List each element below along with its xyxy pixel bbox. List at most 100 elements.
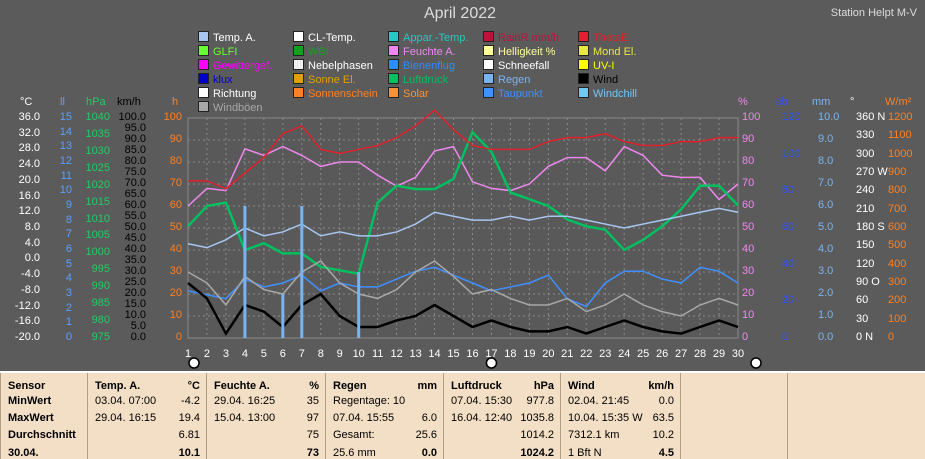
series-line <box>187 266 739 308</box>
pct-tick: 90 <box>742 133 755 145</box>
mm-tick: 1.0 <box>818 309 834 321</box>
legend-swatch <box>198 31 209 42</box>
ll-tick: 13 <box>59 140 72 153</box>
ll-tick: 0 <box>65 331 72 343</box>
x-tick-label: 22 <box>580 348 592 360</box>
pct-tick: 100 <box>742 111 761 123</box>
table-cell: % <box>309 380 319 392</box>
x-tick-label: 29 <box>713 348 725 360</box>
legend-item: Sonnenschein <box>293 87 378 100</box>
deg-tick: 150 <box>856 239 875 252</box>
legend-label: Nebelphasen <box>308 60 373 72</box>
legend-item: Mond El. <box>578 45 636 58</box>
kmh-tick: 65.0 <box>124 188 146 200</box>
table-cell: °C <box>187 380 200 392</box>
hpa-tick: 1025 <box>85 161 110 174</box>
deg-tick: 330 <box>856 129 875 142</box>
pct-tick: 60 <box>742 199 755 211</box>
unit-label: ll <box>60 96 65 108</box>
mm-tick: 5.0 <box>818 221 834 233</box>
h-tick: 40 <box>169 243 182 255</box>
legend-swatch <box>198 45 209 56</box>
mm-tick: 7.0 <box>818 177 834 189</box>
table-cell: 4.5 <box>658 447 674 459</box>
pct-tick: 70 <box>742 177 755 189</box>
x-tick-label: 4 <box>242 348 248 360</box>
kmh-tick: 45.0 <box>124 232 146 244</box>
rain-bar <box>281 294 285 338</box>
legend-item: Temp. A. <box>198 31 256 44</box>
table-cell: 73 <box>306 447 319 459</box>
table-cell: Sensor <box>8 380 46 392</box>
legend-label: Luftdruck <box>403 74 449 86</box>
legend-label: UV-I <box>593 60 615 72</box>
series-line <box>188 109 738 190</box>
temp-tick: 4.0 <box>24 236 40 249</box>
deg-tick: 270 W <box>856 166 888 178</box>
wm2-tick: 800 <box>888 184 907 197</box>
legend-item: Taupunkt <box>483 87 543 100</box>
x-tick-label: 23 <box>599 348 611 360</box>
legend-swatch <box>483 31 494 42</box>
legend-label: Windböen <box>213 102 263 114</box>
ll-tick: 1 <box>65 316 72 329</box>
pct-tick: 0 <box>742 331 749 343</box>
unit-label: hPa <box>86 96 106 108</box>
kmh-tick: 85.0 <box>124 144 146 156</box>
ll-tick: 2 <box>65 301 72 314</box>
deg-tick: 180 S <box>856 221 885 233</box>
table-cell: mm <box>417 380 437 392</box>
hpa-tick: 1000 <box>85 246 110 259</box>
table-cell: 7312.1 km <box>568 429 620 441</box>
table-cell: Regentage: 10 <box>333 395 406 407</box>
x-tick-label: 17 <box>485 348 497 360</box>
unit-label: km/h <box>117 96 141 108</box>
unit-label: ° <box>850 96 855 108</box>
deg-tick: 300 <box>856 147 875 160</box>
temp-tick: 20.0 <box>18 173 40 186</box>
legend-label: CL-Temp. <box>308 32 356 44</box>
hpa-tick: 985 <box>91 297 110 310</box>
h-tick: 10 <box>169 309 182 321</box>
kmh-tick: 25.0 <box>124 276 146 288</box>
legend-swatch <box>483 59 494 70</box>
mm-tick: 8.0 <box>818 155 834 167</box>
pct-tick: 40 <box>742 243 755 255</box>
table-cell: hPa <box>533 380 554 392</box>
table-cell: Gesamt: <box>333 429 375 441</box>
series-line <box>187 145 739 207</box>
legend-swatch <box>293 45 304 56</box>
legend-swatch <box>293 87 304 98</box>
table-cell: 07.04. 15:55 <box>333 412 395 424</box>
stats-table: Sensor MinWert MaxWert Durchschnitt 30.04. Te… <box>0 371 925 459</box>
legend-label: Taupunkt <box>498 88 543 100</box>
legend-item: Gewittergef. <box>198 59 272 72</box>
x-tick-label: 21 <box>561 348 573 360</box>
wm2-tick: 600 <box>888 221 907 233</box>
table-cell: -4.2 <box>181 395 200 407</box>
table-cell: MinWert <box>8 395 52 407</box>
temp-tick: -20.0 <box>14 331 40 343</box>
chart-title: April 2022 <box>423 5 497 22</box>
kmh-tick: 40.0 <box>124 243 146 255</box>
x-tick-label: 15 <box>447 348 459 360</box>
wm2-tick: 200 <box>888 294 907 307</box>
x-tick-label: 26 <box>656 348 668 360</box>
x-tick-label: 28 <box>694 348 706 360</box>
wm2-tick: 500 <box>888 239 907 252</box>
ll-tick: 15 <box>59 111 72 123</box>
table-cell: 1014.2 <box>520 429 554 441</box>
deg-tick: 210 <box>856 202 875 215</box>
unit-label: h <box>172 96 179 108</box>
x-tick-label: 18 <box>504 348 516 360</box>
table-cell: 6.0 <box>421 412 437 424</box>
h-tick: 20 <box>169 287 182 299</box>
legend-label: Gewittergef. <box>213 60 273 72</box>
h-tick: 50 <box>169 221 182 233</box>
legend-label: Helligkeit % <box>498 46 556 58</box>
table-cell: 25.6 <box>415 429 437 441</box>
hpa-tick: 1030 <box>85 144 110 157</box>
h-tick: 30 <box>169 265 182 277</box>
legend-swatch <box>578 45 589 56</box>
legend-item: Windchill <box>578 87 637 100</box>
